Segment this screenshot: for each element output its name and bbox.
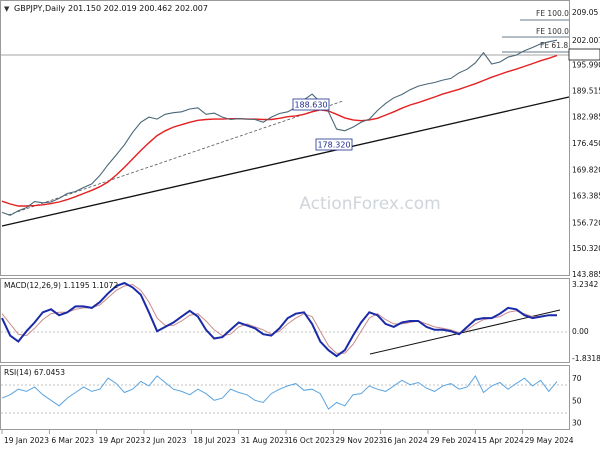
rsi-label: RSI(14) 67.0453	[4, 368, 65, 377]
rsi-panel-frame	[0, 365, 570, 430]
fe-618-label: FE 61.8	[540, 41, 568, 50]
main-y-tick-label: 169.820	[572, 166, 600, 175]
rsi-y-tick-label: 50	[572, 396, 582, 405]
moving-average-line	[1, 54, 558, 207]
current-price-tag	[568, 48, 600, 61]
macd-line	[1, 281, 557, 358]
ohlc-label: 201.150 202.019 200.462 202.007	[68, 4, 208, 13]
x-tick-label: 18 Jul 2023	[193, 436, 236, 445]
rsi-y-tick-label: 30	[572, 418, 582, 427]
macd-y-tick-label: 3.2342	[572, 280, 598, 289]
x-tick-label: 15 Apr 2024	[477, 436, 524, 445]
macd-label: MACD(12,26,9) 1.1195 1.1072	[4, 281, 118, 290]
low-label: 178.320	[317, 141, 350, 150]
main-panel-frame	[0, 0, 570, 276]
main-y-tick-label: 156.720	[572, 218, 600, 227]
high-label: 188.630	[294, 101, 327, 110]
x-tick-label: 16 Oct 2023	[288, 436, 335, 445]
main-y-tick-label: 209.05	[572, 8, 598, 17]
main-y-axis: 209.05 202.007 195.990 189.515 182.985 176.45…	[572, 8, 600, 279]
x-tick-label: 19 Jan 2023	[4, 436, 49, 445]
high-label-box	[292, 98, 330, 111]
main-y-tick-label: 150.320	[572, 244, 600, 253]
x-axis: 19 Jan 2023 6 Mar 2023 19 Apr 2023 2 Jun 20…	[1, 430, 574, 445]
x-tick-label: 6 Mar 2023	[51, 436, 94, 445]
main-y-tick-label: 163.385	[572, 192, 600, 201]
macd-y-axis: 3.2342 0.00 -1.8318	[572, 280, 600, 363]
symbol-label: GBPJPY,Daily	[14, 4, 65, 13]
x-tick-label: 31 Aug 2023	[241, 436, 289, 445]
main-y-tick-label: 176.450	[572, 139, 600, 148]
main-trendline	[1, 96, 570, 227]
main-y-tick-label: 189.515	[572, 86, 600, 95]
x-tick-label: 16 Jan 2024	[383, 436, 428, 445]
rsi-line	[1, 374, 558, 410]
symbol-icon: ▼	[4, 5, 10, 13]
main-y-tick-label: 195.990	[572, 60, 600, 69]
main-y-tick-label: 202.007	[572, 36, 600, 45]
x-tick-label: 2 Jun 2023	[146, 436, 187, 445]
fe-100-upper-label: FE 100.0	[536, 9, 569, 18]
x-tick-label: 29 Nov 2023	[335, 436, 383, 445]
fe-100-lower-label: FE 100.0	[536, 27, 569, 36]
rsi-y-axis: 70 50 30	[572, 374, 582, 427]
dashed-channel-line	[7, 100, 344, 216]
x-tick-label: 29 May 2024	[525, 436, 574, 445]
low-label-box	[315, 138, 353, 151]
main-y-tick-label: 182.985	[572, 113, 600, 122]
rsi-y-tick-label: 70	[572, 374, 582, 383]
main-y-tick-label: 143.885	[572, 270, 600, 279]
macd-y-tick-label: 0.00	[572, 327, 589, 336]
price-line	[1, 39, 558, 216]
watermark: ActionForex.com	[299, 194, 440, 214]
x-tick-label: 19 Apr 2023	[99, 436, 146, 445]
x-tick-label: 29 Feb 2024	[430, 436, 477, 445]
macd-y-tick-label: -1.8318	[572, 354, 600, 363]
